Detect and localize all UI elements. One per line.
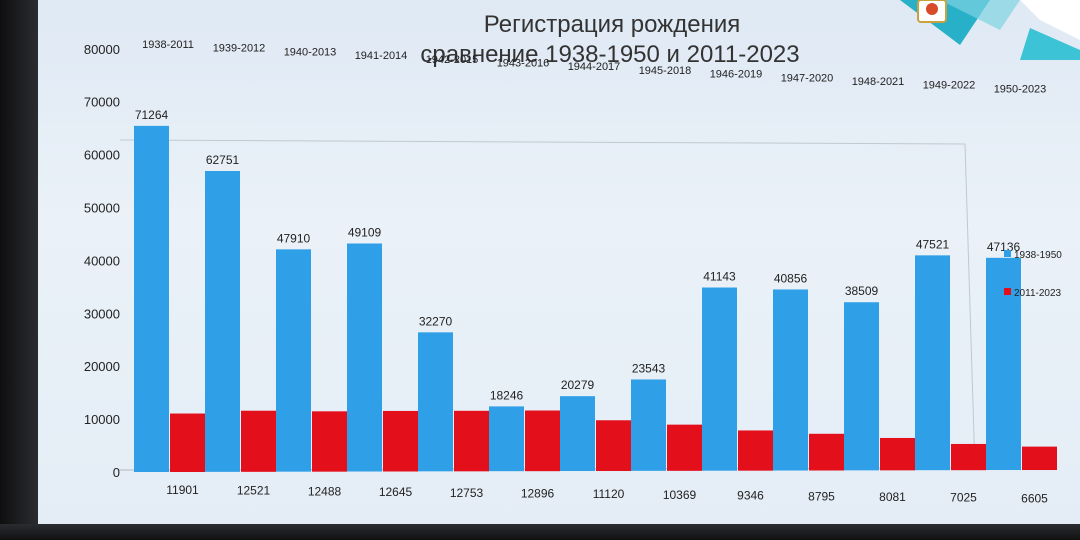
bar-2011-2023	[383, 410, 418, 472]
bar-1938-1950	[915, 255, 950, 471]
bar-2011-2023	[312, 411, 347, 472]
monitor-bezel-bottom	[0, 524, 1080, 540]
bar-1938-1950	[489, 406, 524, 472]
bar-1938-1950	[702, 287, 737, 471]
category-label: 1943-2016	[497, 58, 550, 70]
legend-swatch	[1004, 288, 1011, 295]
legend: 1938-1950 2011-2023	[1004, 250, 1062, 299]
bar-2011-2023	[738, 430, 773, 471]
bar-2011-2023	[880, 437, 915, 471]
plot-border-top	[119, 139, 966, 145]
y-tick-label: 30000	[84, 306, 120, 321]
chart-title: Регистрация рождения	[484, 11, 740, 38]
value-label-1938-1950: 18246	[490, 388, 524, 402]
deco-shape-white	[1020, 0, 1080, 40]
bar-1938-1950	[276, 249, 311, 472]
value-label-2011-2023: 11901	[166, 483, 199, 497]
y-tick-label: 60000	[84, 148, 120, 163]
bar-1938-1950	[418, 332, 453, 472]
value-label-2011-2023: 12488	[308, 484, 342, 498]
value-label-2011-2023: 8795	[808, 489, 835, 503]
bar-1938-1950	[560, 396, 595, 472]
corner-decoration	[900, 0, 1080, 60]
value-label-2011-2023: 7025	[950, 491, 977, 505]
value-label-1938-1950: 71264	[135, 108, 169, 122]
value-label-2011-2023: 11120	[593, 487, 625, 501]
category-label: 1947-2020	[781, 72, 834, 84]
y-tick-label: 40000	[84, 253, 120, 268]
category-labels: 1938-2011 1939-2012 1940-2013 1941-2014 1942…	[142, 39, 1046, 95]
value-label-1938-1950: 41143	[703, 270, 736, 284]
value-label-1938-1950: 38509	[845, 284, 879, 298]
y-tick-label: 20000	[84, 359, 120, 374]
value-label-2011-2023: 12645	[379, 485, 413, 499]
bar-1938-1950	[134, 125, 169, 472]
value-label-2011-2023: 9346	[737, 489, 764, 503]
value-label-1938-1950: 49109	[348, 225, 382, 239]
bar-2011-2023	[170, 413, 205, 472]
bar-1938-1950	[347, 243, 382, 472]
category-label: 1942-2015	[426, 54, 479, 66]
value-label-1938-1950: 47521	[916, 237, 950, 251]
value-label-1938-1950: 47136	[987, 240, 1021, 254]
category-label: 1944-2017	[568, 61, 621, 73]
category-label: 1945-2018	[639, 65, 692, 77]
value-label-1938-1950: 23543	[632, 361, 666, 375]
category-label: 1940-2013	[284, 46, 337, 58]
coat-of-arms-emblem	[926, 3, 938, 15]
bar-2011-2023	[809, 433, 844, 471]
deco-shape-cyan	[1020, 28, 1080, 60]
category-label: 1946-2019	[710, 69, 763, 81]
y-tick-label: 50000	[84, 201, 120, 216]
value-label-1938-1950: 32270	[419, 314, 453, 328]
bar-1938-1950	[986, 257, 1021, 471]
value-label-2011-2023: 10369	[663, 488, 697, 502]
category-label: 1948-2021	[852, 76, 905, 88]
bar-1938-1950	[205, 170, 240, 472]
value-labels: 71264 11901 62751 12521 47910 12488 49109 12645…	[135, 108, 1048, 506]
deco-shape-light	[940, 0, 1020, 30]
bar-2011-2023	[951, 443, 986, 471]
chart-subtitle: сравнение 1938-1950 и 2011-2023	[420, 41, 799, 68]
legend-label: 1938-1950	[1014, 250, 1062, 261]
bar-2011-2023	[667, 424, 702, 471]
y-axis-ticks: 0 10000 20000 30000 40000 50000 60000 70000 8000…	[84, 42, 120, 480]
bar-1938-1950	[844, 302, 879, 471]
value-label-1938-1950: 20279	[561, 378, 595, 392]
y-tick-label: 70000	[84, 95, 120, 110]
y-tick-label: 80000	[84, 42, 120, 57]
y-tick-label: 10000	[84, 412, 120, 427]
value-label-2011-2023: 12521	[237, 484, 271, 498]
legend-swatch	[1004, 250, 1011, 257]
bar-1938-1950	[773, 289, 808, 471]
value-label-2011-2023: 12896	[521, 487, 555, 501]
value-label-1938-1950: 47910	[277, 231, 311, 245]
monitor-bezel-left	[0, 0, 38, 540]
value-label-1938-1950: 40856	[774, 271, 808, 285]
bar-2011-2023	[525, 410, 560, 472]
plot-border-right	[964, 143, 976, 471]
y-tick-label: 0	[113, 465, 120, 480]
value-label-2011-2023: 6605	[1021, 491, 1048, 505]
bar-2011-2023	[1022, 446, 1057, 471]
legend-label: 2011-2023	[1014, 288, 1062, 299]
bar-2011-2023	[454, 410, 489, 472]
bar-2011-2023	[596, 420, 631, 472]
value-label-1938-1950: 62751	[206, 153, 240, 167]
category-label: 1939-2012	[213, 43, 266, 55]
category-label: 1950-2023	[994, 83, 1047, 95]
category-label: 1941-2014	[355, 50, 408, 62]
value-label-2011-2023: 8081	[879, 490, 906, 504]
bar-1938-1950	[631, 379, 666, 471]
value-label-2011-2023: 12753	[450, 486, 484, 500]
category-label: 1949-2022	[923, 80, 976, 92]
bars	[134, 125, 1057, 472]
category-label: 1938-2011	[142, 39, 194, 51]
bar-2011-2023	[241, 410, 276, 472]
